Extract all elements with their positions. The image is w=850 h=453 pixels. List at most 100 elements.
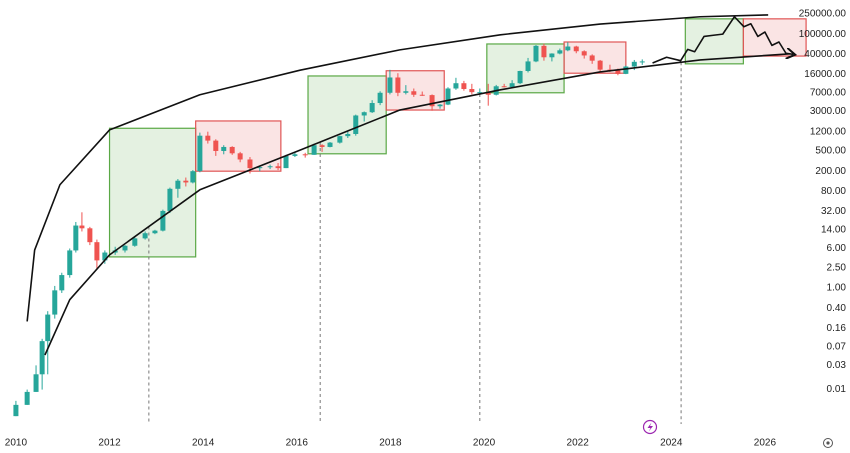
candle-body [102,252,108,261]
y-tick-label: 6.00 [827,243,847,254]
candle-body [469,89,475,93]
candle-body [453,83,459,89]
y-tick-label: 7000.00 [810,87,847,98]
zone [684,18,744,65]
candle-body [403,91,409,93]
x-tick-label: 2010 [5,438,28,449]
y-tick-label: 16000.00 [804,69,846,80]
candle-body [39,341,45,375]
candle-body [337,136,343,143]
candle-body [437,104,443,107]
candle-body [190,171,196,183]
candle-body [33,374,39,392]
zone [742,18,807,57]
y-tick-label: 250000.00 [799,9,847,20]
candle-body [122,245,128,251]
candle-body [327,142,333,147]
candle-body [445,88,451,105]
y-tick-label: 500.00 [815,146,846,157]
y-tick-label: 80.00 [821,186,846,197]
candle-body [213,140,219,151]
y-tick-label: 2.50 [827,262,847,273]
candle-body [24,391,30,405]
candle-body [631,61,637,67]
candle-body [73,225,79,251]
channel-line [26,14,769,322]
settings-icon[interactable] [823,438,833,448]
candle-body [573,46,579,52]
candle-body [387,77,393,93]
event-icon[interactable] [642,419,658,435]
y-tick-label: 32.00 [821,206,846,217]
zone [563,41,627,74]
y-tick-label: 40000.00 [804,49,846,60]
candle-body [615,70,621,74]
y-tick-label: 0.07 [827,341,847,352]
candle-body [623,66,629,74]
candle-body [221,146,227,151]
candle-body [581,51,587,56]
candle-body [59,275,65,291]
candle-body [311,145,317,155]
y-tick-label: 0.03 [827,360,847,371]
candle-body [247,159,253,169]
candle-body [517,70,523,84]
candle-body [565,46,571,51]
candle-body [302,154,308,156]
candle-body [485,92,491,95]
candle-body [292,154,298,156]
candle-body [419,94,425,96]
candle-body [639,61,645,63]
y-tick-label: 0.40 [827,303,847,314]
candle-body [533,45,539,62]
candle-body [175,180,181,189]
candle-body [267,166,273,168]
candle-body [52,290,58,315]
candle-body [369,103,375,113]
candle-body [353,115,359,134]
candle-body [152,230,158,234]
candle-body [549,53,555,58]
zones [108,18,807,258]
candle-body [377,92,383,104]
candle-body [411,91,417,95]
x-tick-label: 2024 [660,438,683,449]
x-tick-label: 2014 [192,438,215,449]
x-tick-label: 2012 [98,438,121,449]
y-tick-label: 1200.00 [810,126,847,137]
candles [13,42,645,417]
candle-body [557,50,563,54]
candle-body [589,55,595,61]
candle-body [541,45,547,58]
candle-body [197,135,203,172]
candle-body [597,60,603,70]
lines [26,14,793,356]
candle-body [525,61,531,71]
candle-body [94,242,100,261]
candle-body [167,188,173,211]
candle-body [319,145,325,147]
candle-body [132,238,138,246]
zone [195,120,282,172]
candle-body [429,95,435,107]
channel-line [44,52,791,356]
candle-body [160,210,166,231]
candle-body [509,83,515,87]
y-tick-label: 1.00 [827,283,847,294]
candle-body [142,233,148,239]
candle-body [45,314,51,342]
x-tick-label: 2022 [567,438,590,449]
x-tick-label: 2018 [379,438,402,449]
zone [385,70,445,111]
candle-body [501,86,507,88]
candle-body [275,166,281,169]
candle-body [461,83,467,90]
candle-body [237,153,243,160]
candle-body [183,180,189,183]
candle-body [67,250,73,276]
y-tick-label: 14.00 [821,224,846,235]
candle-body [79,225,85,229]
candle-body [361,112,367,116]
y-tick-label: 0.16 [827,323,847,334]
